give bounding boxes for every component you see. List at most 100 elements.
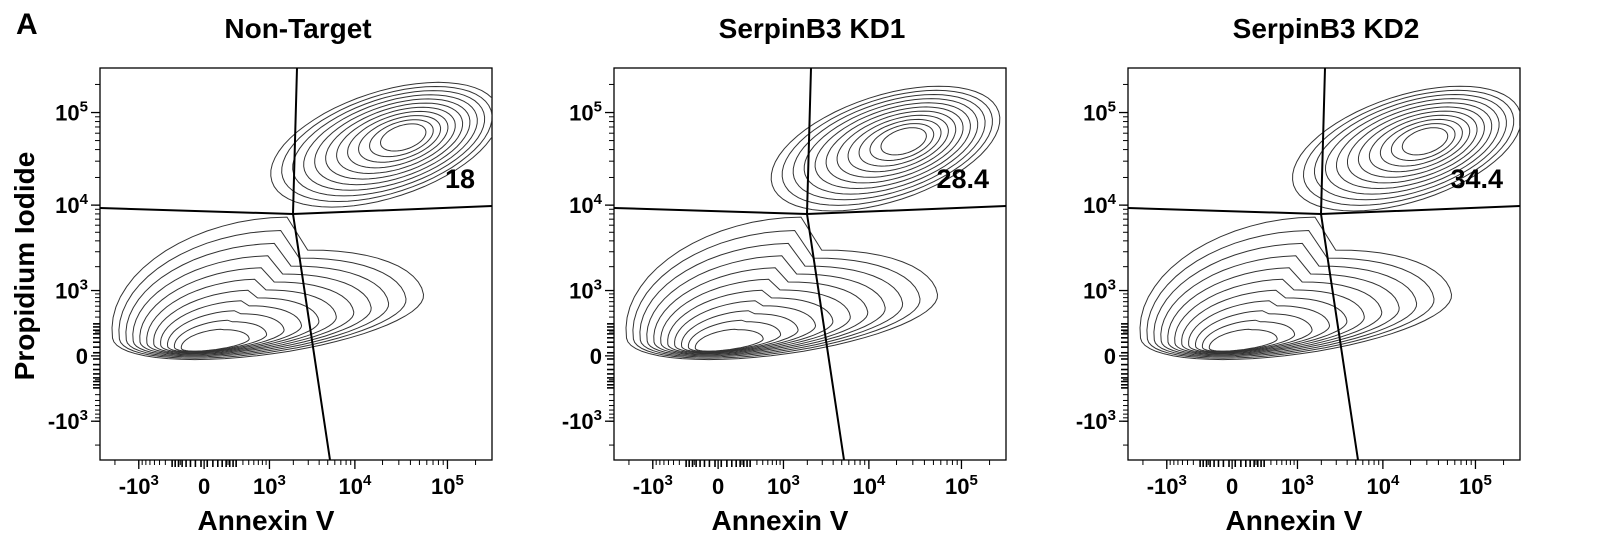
panel-2: SerpinB3 KD1 -103 0 103 104 105 -103 0 103 104 105… <box>562 13 1007 536</box>
late-apoptotic-contour <box>814 102 971 190</box>
x-tick-label: 104 <box>338 472 371 499</box>
live-contour <box>125 242 390 358</box>
live-contour <box>687 319 782 352</box>
x-tick-label: 105 <box>1459 472 1492 499</box>
late-apoptotic-contour <box>1292 85 1520 212</box>
live-contour <box>639 242 904 358</box>
live-contour <box>694 328 764 352</box>
late-apoptotic-contour <box>1379 118 1463 167</box>
panel-letter: A <box>16 8 38 41</box>
x-tick-label: 103 <box>1281 472 1314 499</box>
live-contour <box>680 310 799 353</box>
late-apoptotic-contour <box>770 85 1001 212</box>
live-contour <box>1146 229 1435 359</box>
contour-layer <box>625 85 1001 361</box>
x-axis-label: Annexin V <box>1226 505 1363 536</box>
y-tick-label: 103 <box>569 277 602 304</box>
live-contour <box>132 255 372 357</box>
late-apoptotic-contour <box>1335 102 1493 190</box>
contour-layer <box>1139 85 1520 361</box>
x-tick-label: 105 <box>431 472 464 499</box>
x-tick-label: -103 <box>119 472 159 499</box>
late-apoptotic-contour <box>358 115 442 163</box>
panels: Non-Target -103 0 103 104 105 -103 0 103 104 105 An… <box>9 13 1521 536</box>
y-tick-label: 103 <box>55 277 88 304</box>
live-contour <box>1160 255 1400 357</box>
panel-title: SerpinB3 KD2 <box>1233 13 1420 44</box>
live-contour <box>1181 289 1348 354</box>
live-contour <box>1167 267 1383 356</box>
panel-3: SerpinB3 KD2 -103 0 103 104 105 -103 0 103 104 105… <box>1076 13 1521 536</box>
x-tick-label: 0 <box>198 474 210 499</box>
panel-title: Non-Target <box>224 13 371 44</box>
live-contour <box>180 328 250 352</box>
live-contour <box>1174 278 1365 355</box>
late-apoptotic-contour <box>347 110 449 169</box>
live-contour <box>674 300 817 353</box>
late-apoptotic-contour <box>781 89 993 206</box>
x-tick-label: 0 <box>712 474 724 499</box>
y-tick-label: 103 <box>1083 277 1116 304</box>
quadrant-gate-horizontal <box>99 205 493 216</box>
late-apoptotic-contour <box>1401 127 1449 156</box>
late-apoptotic-contour <box>270 81 492 208</box>
late-apoptotic-contour <box>1302 89 1515 206</box>
late-apoptotic-contour <box>858 118 942 167</box>
late-apoptotic-contour <box>325 102 464 180</box>
live-contour <box>139 267 355 356</box>
late-apoptotic-contour <box>303 94 478 191</box>
x-tick-label: 105 <box>945 472 978 499</box>
late-apoptotic-contour <box>880 127 927 156</box>
live-contour <box>153 289 320 354</box>
late-apoptotic-contour <box>792 93 986 201</box>
y-axis-label: Propidium Iodide <box>9 152 40 381</box>
y-tick-label: 104 <box>1083 191 1116 218</box>
panel-title: SerpinB3 KD1 <box>719 13 906 44</box>
live-contour <box>653 267 869 356</box>
live-contour <box>1139 216 1453 361</box>
live-contour <box>1194 310 1313 353</box>
quadrant-gate-vertical <box>291 67 331 461</box>
contour-layer <box>111 81 492 361</box>
late-apoptotic-contour <box>336 106 456 175</box>
late-apoptotic-contour <box>1347 106 1485 184</box>
x-tick-label: 103 <box>767 472 800 499</box>
late-apoptotic-contour <box>803 98 979 195</box>
quadrant-gate-horizontal <box>613 205 1007 216</box>
late-apoptotic-contour <box>1313 93 1507 201</box>
late-apoptotic-contour <box>825 106 964 184</box>
live-contour <box>118 229 407 359</box>
live-contour <box>1153 242 1418 358</box>
late-apoptotic-contour <box>369 119 434 158</box>
quadrant-gate-vertical <box>1319 67 1359 461</box>
x-tick-label: -103 <box>1147 472 1187 499</box>
y-tick-label: 104 <box>55 191 88 218</box>
live-contour <box>632 229 921 359</box>
live-contour <box>166 310 285 353</box>
y-tick-label: -103 <box>1076 407 1116 434</box>
x-axis-label: Annexin V <box>712 505 849 536</box>
live-contour <box>146 278 337 355</box>
panel-1: Non-Target -103 0 103 104 105 -103 0 103 104 105 An… <box>9 13 493 536</box>
live-contour <box>173 319 268 352</box>
x-tick-label: 104 <box>852 472 885 499</box>
live-contour <box>111 216 425 361</box>
live-contour <box>667 289 834 354</box>
live-contour <box>646 255 886 357</box>
quadrant-percentage: 28.4 <box>936 164 989 194</box>
y-tick-label: 0 <box>76 344 88 369</box>
late-apoptotic-contour <box>1390 123 1456 161</box>
x-tick-label: 103 <box>253 472 286 499</box>
y-tick-label: -103 <box>562 407 602 434</box>
late-apoptotic-contour <box>1357 110 1478 178</box>
live-contour <box>625 216 939 361</box>
quadrant-percentage: 18 <box>445 164 475 194</box>
live-contour <box>1188 300 1331 353</box>
y-tick-label: 105 <box>1083 99 1116 126</box>
y-tick-label: 0 <box>590 344 602 369</box>
late-apoptotic-contour <box>847 114 949 173</box>
x-axis-label: Annexin V <box>198 505 335 536</box>
y-tick-label: 0 <box>1104 344 1116 369</box>
late-apoptotic-contour <box>281 85 492 203</box>
